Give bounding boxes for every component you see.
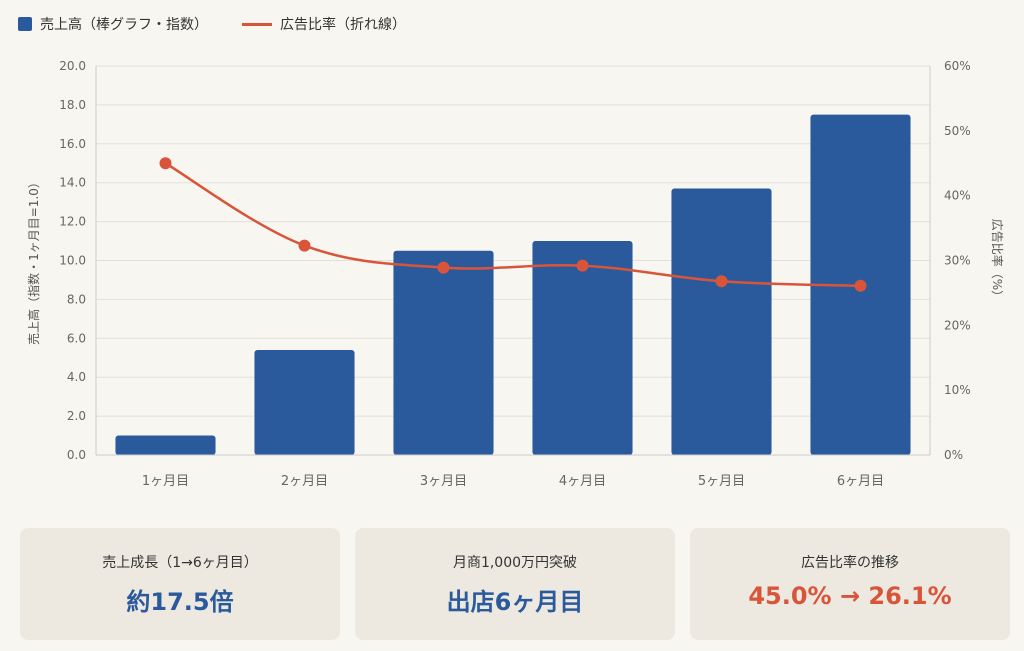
y-left-tick-label: 2.0 <box>67 409 86 423</box>
y-right-tick-label: 0% <box>944 448 963 462</box>
grid-lines <box>96 65 930 456</box>
sales-bar <box>254 349 355 455</box>
y-left-tick-label: 20.0 <box>59 59 86 73</box>
sales-bar <box>671 188 772 455</box>
ad-ratio-point <box>437 261 450 274</box>
y-left-tick-label: 16.0 <box>59 137 86 151</box>
summary-cards: 売上成長（1→6ヶ月目） 約17.5倍 月商1,000万円突破 出店6ヶ月目 広… <box>20 528 1010 640</box>
x-tick-label: 4ヶ月目 <box>559 474 606 489</box>
y-left-tick-label: 6.0 <box>67 331 86 345</box>
legend-item-ad-ratio[interactable]: 広告比率（折れ線） <box>242 14 406 34</box>
y-right-tick-label: 20% <box>944 318 971 332</box>
card-label: 広告比率の推移 <box>801 555 899 571</box>
legend-bar-label: 売上高（棒グラフ・指数） <box>40 17 208 33</box>
ad-ratio-point <box>576 259 589 272</box>
y-right-tick-label: 10% <box>944 383 971 397</box>
y-left-tick-label: 8.0 <box>67 292 86 306</box>
y-right-axis-title: 広告比率（%） <box>990 219 1005 302</box>
summary-card-growth: 売上成長（1→6ヶ月目） 約17.5倍 <box>20 528 340 640</box>
legend-line-swatch <box>242 22 272 26</box>
sales-bar <box>115 435 216 455</box>
axes: 0.0 2.0 4.0 6.0 8.0 10.0 12.0 14.0 16.0 18.0 20.0 0… <box>26 59 1005 489</box>
card-value: 約17.5倍 <box>126 588 234 616</box>
line-series <box>159 157 867 292</box>
x-tick-label: 5ヶ月目 <box>698 474 745 489</box>
ad-ratio-point <box>854 279 867 292</box>
legend-item-sales[interactable]: 売上高（棒グラフ・指数） <box>18 14 208 34</box>
y-left-axis-title: 売上高（指数・1ヶ月目=1.0） <box>26 176 41 345</box>
y-left-tick-label: 14.0 <box>59 176 86 190</box>
y-right-tick-label: 40% <box>944 189 971 203</box>
legend-bar-swatch <box>18 17 32 31</box>
y-right-tick-label: 30% <box>944 254 971 268</box>
combo-chart: 0.0 2.0 4.0 6.0 8.0 10.0 12.0 14.0 16.0 18.0 20.0 0… <box>26 59 1005 489</box>
card-value: 出店6ヶ月目 <box>446 588 584 616</box>
sales-bar <box>393 250 494 455</box>
y-right-tick-label: 50% <box>944 124 971 138</box>
y-left-tick-label: 18.0 <box>59 98 86 112</box>
card-label: 売上成長（1→6ヶ月目） <box>102 555 258 571</box>
y-left-tick-label: 10.0 <box>59 254 86 268</box>
x-tick-label: 6ヶ月目 <box>837 474 884 489</box>
legend: 売上高（棒グラフ・指数） 広告比率（折れ線） <box>18 14 440 34</box>
summary-card-milestone: 月商1,000万円突破 出店6ヶ月目 <box>355 528 675 640</box>
x-tick-label: 2ヶ月目 <box>281 474 328 489</box>
ad-ratio-point <box>159 157 172 170</box>
y-right-tick-label: 60% <box>944 59 971 73</box>
ad-ratio-point <box>298 239 311 252</box>
card-value: 45.0% → 26.1% <box>748 582 952 610</box>
y-left-tick-label: 12.0 <box>59 215 86 229</box>
card-label: 月商1,000万円突破 <box>452 555 578 571</box>
x-tick-label: 1ヶ月目 <box>142 474 189 489</box>
legend-line-label: 広告比率（折れ線） <box>280 17 406 33</box>
summary-card-ad-ratio: 広告比率の推移 45.0% → 26.1% <box>690 528 1010 640</box>
sales-bar <box>532 241 633 455</box>
y-left-tick-label: 0.0 <box>67 448 86 462</box>
y-left-tick-label: 4.0 <box>67 370 86 384</box>
ad-ratio-line <box>164 162 861 288</box>
ad-ratio-point <box>715 275 728 288</box>
x-tick-label: 3ヶ月目 <box>420 474 467 489</box>
